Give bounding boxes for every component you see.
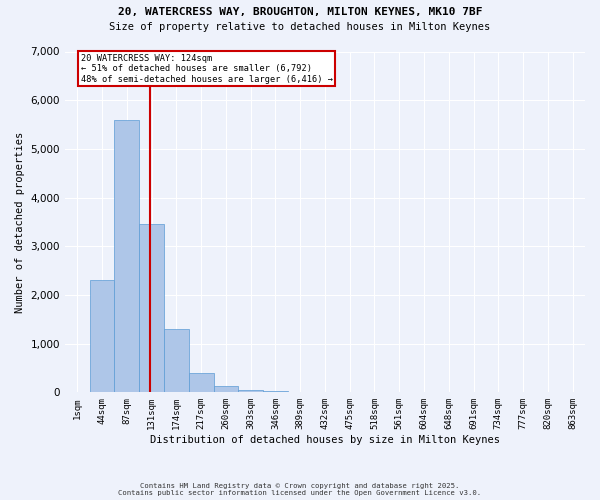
Bar [139,224,164,392]
X-axis label: Distribution of detached houses by size in Milton Keynes: Distribution of detached houses by size … [150,435,500,445]
Bar [164,329,189,392]
Bar [89,280,115,392]
Bar [214,386,238,392]
Text: Size of property relative to detached houses in Milton Keynes: Size of property relative to detached ho… [109,22,491,32]
Text: 20, WATERCRESS WAY, BROUGHTON, MILTON KEYNES, MK10 7BF: 20, WATERCRESS WAY, BROUGHTON, MILTON KE… [118,8,482,18]
Y-axis label: Number of detached properties: Number of detached properties [15,132,25,312]
Text: Contains HM Land Registry data © Crown copyright and database right 2025.
Contai: Contains HM Land Registry data © Crown c… [118,483,482,496]
Bar [115,120,139,392]
Bar [189,373,214,392]
Text: 20 WATERCRESS WAY: 124sqm
← 51% of detached houses are smaller (6,792)
48% of se: 20 WATERCRESS WAY: 124sqm ← 51% of detac… [80,54,332,84]
Bar [238,390,263,392]
